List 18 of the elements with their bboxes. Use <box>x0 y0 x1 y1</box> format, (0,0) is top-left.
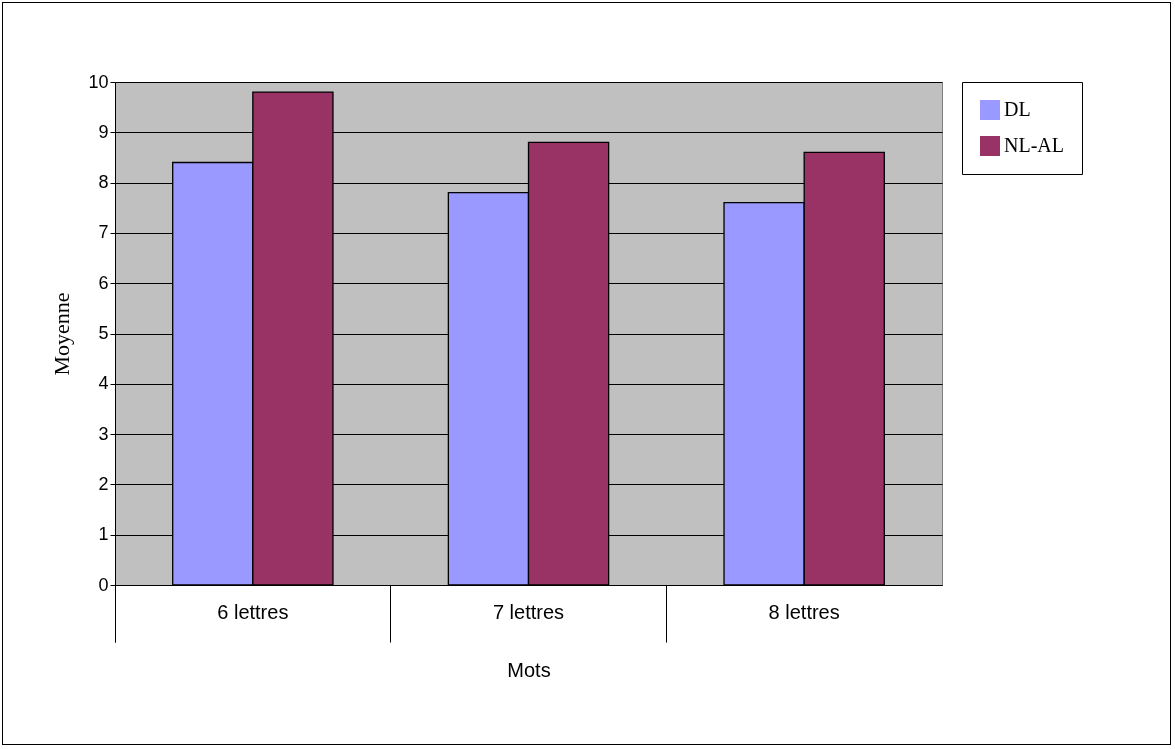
legend-label: DL <box>1004 98 1031 120</box>
y-tick-label: 4 <box>98 373 109 394</box>
y-tick-label: 5 <box>98 323 109 343</box>
x-tick-label: 8 lettres <box>768 600 840 623</box>
y-tick-label: 3 <box>98 423 109 444</box>
y-tick-label: 8 <box>98 172 109 193</box>
x-tick-label: 7 lettres <box>492 600 565 623</box>
y-tick-label: 7 <box>98 222 109 243</box>
y-tick-label: 9 <box>98 121 109 142</box>
y-tick-label: 10 <box>88 71 109 92</box>
y-tick-label: 2 <box>98 473 109 494</box>
x-axis-title: Mots <box>507 659 551 681</box>
y-tick-label: 6 <box>98 272 109 293</box>
y-tick-label: 1 <box>98 524 109 545</box>
y-tick-label: 0 <box>98 574 109 595</box>
x-tick-label: 6 lettres <box>217 600 289 623</box>
legend-label: NL-AL <box>1004 134 1064 156</box>
y-axis-title: Moyenne <box>49 292 75 376</box>
